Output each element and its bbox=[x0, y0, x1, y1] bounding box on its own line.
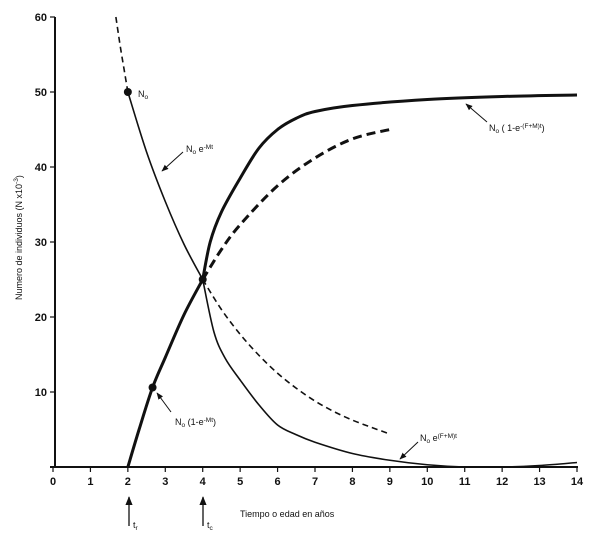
x-tick-label: 2 bbox=[125, 476, 131, 488]
x-tick-label: 9 bbox=[387, 476, 393, 488]
series-mort-natural-cont bbox=[202, 279, 391, 435]
x-tick-label: 1 bbox=[87, 476, 93, 488]
data-point bbox=[148, 383, 157, 392]
x-axis-label: Tiempo o edad en años bbox=[240, 509, 335, 519]
y-tick-label: 10 bbox=[35, 387, 47, 399]
x-tick-label: 13 bbox=[533, 476, 545, 488]
svg-text:No e(F+M)t: No e(F+M)t bbox=[420, 433, 457, 445]
series-survivors-fished bbox=[201, 279, 578, 469]
data-point bbox=[123, 88, 132, 96]
svg-text:No ( 1-e-(F+M)t): No ( 1-e-(F+M)t) bbox=[489, 123, 545, 135]
x-tick-label: 10 bbox=[421, 476, 433, 488]
y-axis-label: Numero de individuos (N x10-3) bbox=[13, 175, 24, 300]
y-tick-label: 30 bbox=[35, 237, 47, 249]
series-deaths-natural bbox=[126, 278, 205, 468]
series-mort-natural bbox=[127, 91, 204, 280]
y-tick-label: 40 bbox=[35, 162, 47, 174]
series-deaths-total bbox=[201, 93, 578, 280]
series-deaths-natural-cont bbox=[201, 128, 391, 281]
x-tick-label: 14 bbox=[571, 476, 584, 488]
y-tick-label: 50 bbox=[35, 87, 47, 99]
x-tick-label: 4 bbox=[200, 476, 207, 488]
x-tick-label: 6 bbox=[275, 476, 281, 488]
svg-text:tr: tr bbox=[133, 520, 139, 532]
svg-text:tc: tc bbox=[207, 520, 214, 532]
point-label-n0: No bbox=[138, 89, 149, 101]
x-tick-label: 7 bbox=[312, 476, 318, 488]
annotation-mort-natural: No e-Mt bbox=[161, 144, 213, 172]
x-tick-label: 8 bbox=[349, 476, 355, 488]
annotation-deaths-natural: No (1-e-Mt) bbox=[156, 392, 216, 429]
data-point bbox=[198, 275, 207, 284]
svg-text:No e-Mt: No e-Mt bbox=[186, 144, 213, 156]
series-mort-pre bbox=[115, 16, 129, 93]
annotation-deaths-total: No ( 1-e-(F+M)t) bbox=[465, 103, 545, 135]
y-tick-label: 60 bbox=[35, 12, 47, 24]
x-tick-label: 12 bbox=[496, 476, 508, 488]
annotation-survivors-fished: No e(F+M)t bbox=[399, 433, 457, 460]
svg-text:No (1-e-Mt): No (1-e-Mt) bbox=[175, 417, 216, 429]
x-tick-label: 3 bbox=[162, 476, 168, 488]
x-tick-label: 11 bbox=[459, 476, 471, 488]
y-tick-label: 20 bbox=[35, 312, 47, 324]
x-tick-label: 0 bbox=[50, 476, 56, 488]
marker-tr: tr bbox=[125, 496, 139, 532]
marker-tc: tc bbox=[199, 496, 214, 532]
x-tick-label: 5 bbox=[237, 476, 243, 488]
